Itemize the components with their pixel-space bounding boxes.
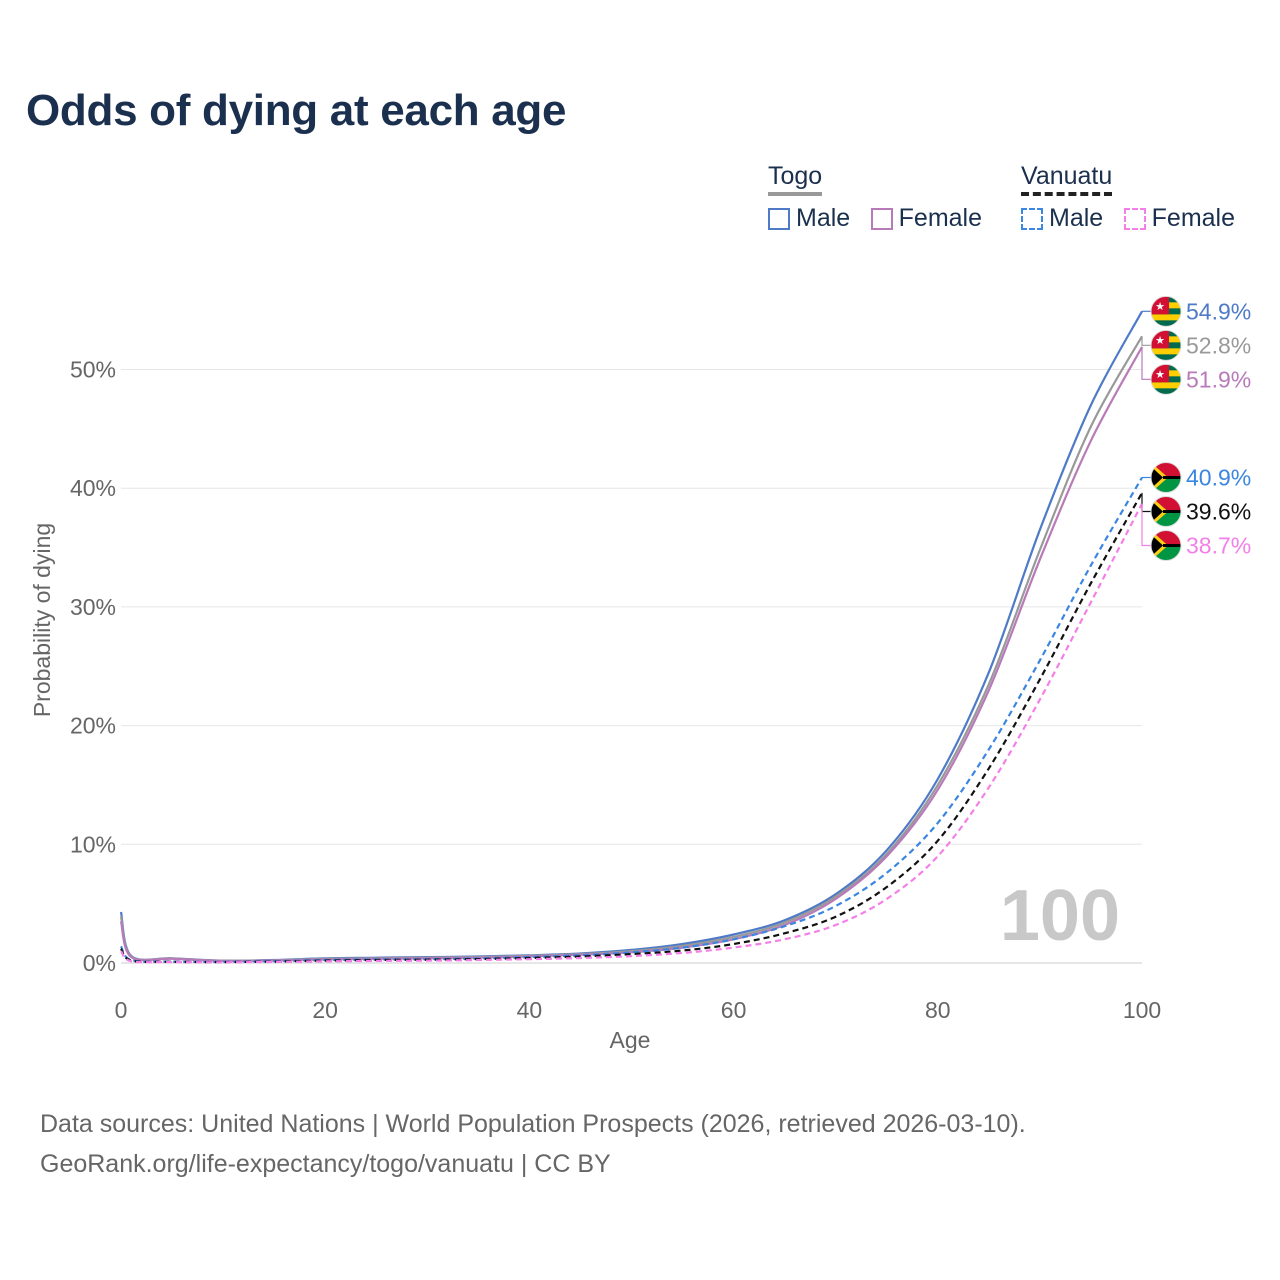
footer-sources: Data sources: United Nations | World Pop… bbox=[40, 1110, 1026, 1138]
legend-item-vanuatu-female[interactable]: Female bbox=[1123, 204, 1236, 233]
y-tick-label: 0% bbox=[83, 950, 116, 976]
legend-swatch-togo-male bbox=[768, 207, 790, 230]
leader-line-vanuatu-total bbox=[1141, 492, 1152, 513]
legend-item-vanuatu-male[interactable]: Male bbox=[1021, 204, 1103, 233]
x-tick-label: 60 bbox=[721, 997, 747, 1023]
footer-link[interactable]: GeoRank.org/life-expectancy/togo/vanuatu… bbox=[40, 1150, 611, 1178]
x-tick-label: 0 bbox=[115, 997, 128, 1023]
legend-swatch-vanuatu-male bbox=[1021, 207, 1043, 230]
togo-flag-icon: ★ bbox=[1150, 363, 1182, 395]
series-line-vanuatu-female[interactable] bbox=[120, 503, 1143, 964]
legend-swatch-vanuatu-female bbox=[1123, 207, 1146, 230]
legend-swatch-togo-female bbox=[870, 207, 893, 230]
svg-text:★: ★ bbox=[1155, 368, 1165, 381]
y-axis-label: Probability of dying bbox=[29, 523, 55, 717]
x-tick-label: 100 bbox=[1123, 997, 1161, 1023]
legend-togo-male-label: Male bbox=[796, 204, 851, 232]
y-tick-label: 20% bbox=[70, 713, 116, 739]
togo-flag-icon: ★ bbox=[1150, 295, 1182, 327]
legend-item-togo-female[interactable]: Female bbox=[870, 204, 983, 233]
legend-vanuatu-label: Vanuatu bbox=[1021, 162, 1113, 196]
series-line-togo-total[interactable] bbox=[119, 335, 1143, 962]
end-label-vanuatu-total: 39.6% bbox=[1186, 499, 1251, 525]
y-tick-label: 40% bbox=[70, 475, 116, 501]
series-lines bbox=[119, 310, 1143, 964]
y-tick-label: 10% bbox=[70, 831, 116, 857]
x-axis-ticks: 0 20 40 60 80 100 bbox=[115, 997, 1162, 1023]
legend-group-togo: Togo Male Female bbox=[768, 162, 998, 235]
end-label-togo-total: 52.8% bbox=[1186, 332, 1251, 358]
series-line-togo-female[interactable] bbox=[119, 346, 1143, 963]
footer: Data sources: United Nations | World Pop… bbox=[40, 1104, 1026, 1184]
x-tick-label: 80 bbox=[925, 997, 951, 1023]
leader-line-togo-female bbox=[1141, 346, 1152, 380]
end-labels: ★ 54.9% ★ 52.8% ★ 51.9% 40.9% 39.6% 38.7% bbox=[1141, 295, 1251, 562]
leader-line-vanuatu-female bbox=[1141, 503, 1152, 547]
end-label-vanuatu-female: 38.7% bbox=[1186, 533, 1251, 559]
svg-text:★: ★ bbox=[1155, 300, 1165, 313]
legend-togo-female-label: Female bbox=[898, 204, 983, 232]
x-axis-label: Age bbox=[610, 1027, 651, 1053]
chart-title: Odds of dying at each age bbox=[26, 86, 567, 135]
series-line-togo-male[interactable] bbox=[119, 310, 1143, 962]
y-tick-label: 50% bbox=[70, 357, 116, 383]
series-line-vanuatu-total[interactable] bbox=[120, 492, 1143, 964]
leader-line-togo-total bbox=[1141, 336, 1152, 346]
svg-text:★: ★ bbox=[1155, 334, 1165, 347]
year-watermark: 100 bbox=[1000, 876, 1120, 956]
x-tick-label: 40 bbox=[517, 997, 543, 1023]
end-label-vanuatu-male: 40.9% bbox=[1186, 465, 1251, 491]
legend-item-togo-male[interactable]: Male bbox=[768, 204, 850, 233]
vanuatu-flag-icon bbox=[1150, 496, 1182, 528]
y-tick-label: 30% bbox=[70, 594, 116, 620]
end-label-togo-female: 51.9% bbox=[1186, 366, 1251, 392]
end-label-togo-male: 54.9% bbox=[1186, 298, 1251, 324]
togo-flag-icon: ★ bbox=[1150, 329, 1182, 361]
x-tick-label: 20 bbox=[312, 997, 338, 1023]
legend-vanuatu-male-label: Male bbox=[1049, 204, 1104, 232]
grid-lines bbox=[121, 369, 1142, 964]
y-axis-ticks: 0% 10% 20% 30% 40% 50% bbox=[70, 357, 116, 977]
vanuatu-flag-icon bbox=[1150, 462, 1182, 494]
series-line-vanuatu-male[interactable] bbox=[120, 476, 1143, 963]
legend-togo-label: Togo bbox=[768, 162, 823, 196]
legend-group-vanuatu: Vanuatu Male Female bbox=[1021, 162, 1251, 235]
vanuatu-flag-icon bbox=[1150, 530, 1182, 562]
legend-vanuatu-female-label: Female bbox=[1151, 204, 1236, 232]
